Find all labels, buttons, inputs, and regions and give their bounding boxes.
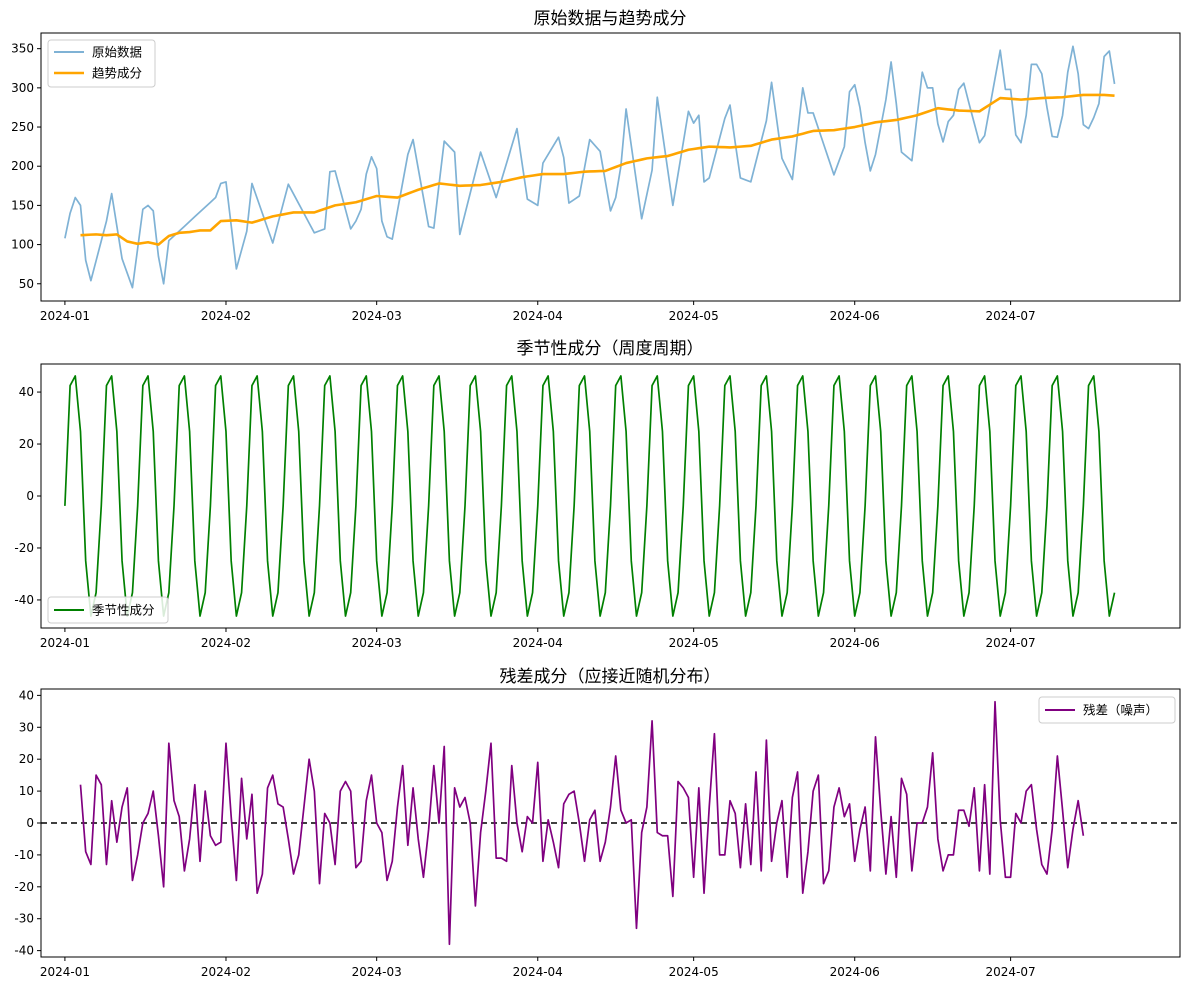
y-tick-label: -20 [14,880,34,894]
y-tick-label: 30 [19,720,34,734]
x-tick-label: 2024-05 [669,965,719,979]
x-tick-label: 2024-06 [830,965,880,979]
x-tick-label: 2024-04 [513,965,563,979]
y-tick-label: 150 [11,198,34,212]
legend: 残差（噪声） [1038,696,1176,724]
legend-label-raw: 原始数据 [92,45,142,60]
y-tick-label: 0 [26,816,34,830]
series-line-trend [80,93,1115,246]
y-tick-label: -20 [14,541,34,555]
x-tick-label: 2024-04 [513,309,563,323]
x-tick-label: 2024-01 [40,636,90,650]
legend-label-residual: 残差（噪声） [1083,703,1158,718]
y-tick-label: 40 [19,688,34,702]
x-tick-label: 2024-05 [669,636,719,650]
chart-panel-seasonal: 季节性成分（周度周期） -40 -20 0 20 40 2024-01 2024-02 202… [14,339,1181,650]
legend: 原始数据 趋势成分 [47,39,156,88]
y-tick-label: -40 [14,593,34,607]
x-tick-label: 2024-04 [513,636,563,650]
y-tick-label: 10 [19,784,34,798]
x-tick-label: 2024-06 [830,309,880,323]
y-tick-label: 40 [19,385,34,399]
legend: 季节性成分 [47,596,169,624]
series-line-series-0 [64,375,1116,617]
plot-frame [40,32,1181,302]
legend-label-trend: 趋势成分 [92,66,142,81]
x-tick-label: 2024-07 [986,636,1036,650]
legend-box [1038,696,1176,724]
chart-title: 季节性成分（周度周期） [517,339,704,359]
x-tick-label: 2024-07 [986,309,1036,323]
y-tick-label: 20 [19,437,34,451]
y-tick-label: 20 [19,752,34,766]
x-tick-label: 2024-02 [201,636,251,650]
y-tick-label: -30 [14,912,34,926]
y-tick-label: 200 [11,159,34,173]
x-tick-label: 2024-01 [40,309,90,323]
y-tick-label: 350 [11,42,34,56]
chart-title: 残差成分（应接近随机分布） [500,667,721,687]
y-tick-label: 0 [26,489,34,503]
legend-box [47,596,169,624]
y-tick-label: 250 [11,120,34,134]
x-tick-label: 2024-02 [201,965,251,979]
series-line-raw [64,45,1116,289]
x-tick-label: 2024-07 [986,965,1036,979]
y-tick-label: 100 [11,238,34,252]
chart-title: 原始数据与趋势成分 [534,9,687,29]
x-tick-label: 2024-03 [352,636,402,650]
x-tick-label: 2024-03 [352,965,402,979]
x-tick-label: 2024-05 [669,309,719,323]
x-tick-label: 2024-01 [40,965,90,979]
x-tick-label: 2024-03 [352,309,402,323]
x-tick-label: 2024-02 [201,309,251,323]
legend-label-seasonal: 季节性成分 [92,603,155,618]
chart-panel-residual: 残差成分（应接近随机分布） -40 -30 -20 -10 0 10 20 30 40 2024-… [14,667,1181,979]
y-tick-label: -40 [14,944,34,958]
chart-panel-raw-trend: 原始数据与趋势成分 50 100 150 200 250 300 350 2024-01 202… [11,9,1181,323]
x-tick-label: 2024-06 [830,636,880,650]
series-line-series-0 [79,700,1085,946]
y-tick-label: -10 [14,848,34,862]
y-tick-label: 50 [19,277,34,291]
y-tick-label: 300 [11,81,34,95]
